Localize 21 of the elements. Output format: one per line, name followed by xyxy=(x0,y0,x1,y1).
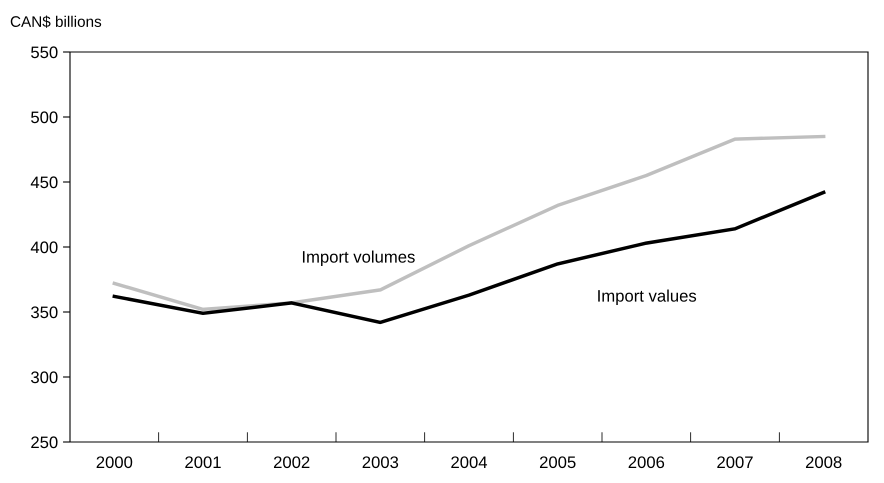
x-tick-label: 2008 xyxy=(806,456,842,468)
x-tick-label: 2007 xyxy=(717,456,753,468)
y-tick-label: 250 xyxy=(31,436,58,448)
text: Import values xyxy=(598,290,696,306)
x-tick-label: 2006 xyxy=(628,456,664,468)
line-series xyxy=(112,190,826,324)
x-tick-label: 2002 xyxy=(274,456,310,468)
x-tick-label: 2004 xyxy=(451,456,488,468)
series-label: Import volumes xyxy=(302,250,415,266)
y-tick-label: 550 xyxy=(31,46,58,58)
y-tick-label: 350 xyxy=(31,306,58,318)
x-tick-label: 2005 xyxy=(540,456,576,468)
x-tick-label: 2001 xyxy=(185,456,221,468)
line-series xyxy=(112,134,826,312)
y-tick-label: 450 xyxy=(30,176,58,188)
x-tick-label: 2003 xyxy=(362,456,398,468)
y-tick-label: 400 xyxy=(30,241,58,254)
y-tick-label: 300 xyxy=(31,371,58,384)
y-axis-title: CAN$ billions xyxy=(10,16,102,28)
y-tick-label: 500 xyxy=(31,111,58,124)
x-tick-label: 2000 xyxy=(96,456,132,468)
